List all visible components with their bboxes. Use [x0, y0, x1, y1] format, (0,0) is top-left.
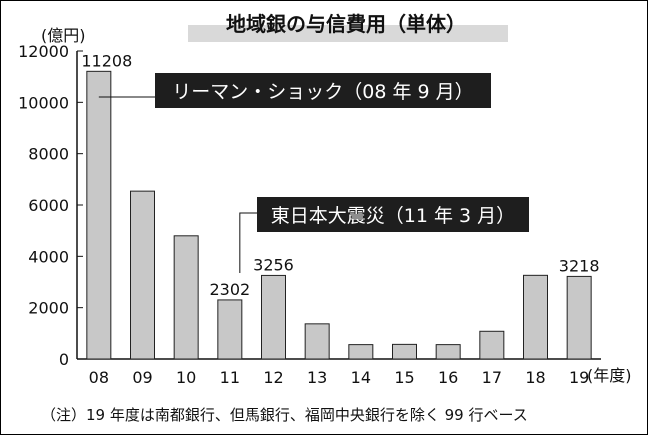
bar-13 [304, 323, 330, 360]
data-label: 11208 [81, 51, 132, 70]
bar-14 [348, 344, 374, 360]
data-label: 3218 [559, 256, 600, 275]
chart-title: 地域銀の与信費用（単体） [226, 12, 466, 36]
x-tick-label: 12 [263, 368, 283, 387]
title-band [188, 25, 508, 42]
bars [86, 70, 592, 360]
bar-15 [392, 343, 417, 360]
bar-18 [523, 274, 548, 360]
x-tick-label: 19 [569, 368, 589, 387]
callouts: リーマン・ショック（08 年 9 月） 東日本大震災（11 年 3 月） [98, 73, 529, 273]
x-tick-labels: 08 09 10 11 12 13 14 15 16 17 18 19 [89, 368, 590, 387]
footnote: （注）19 年度は南都銀行、但馬銀行、福岡中央銀行を除く 99 行ベース [41, 406, 528, 424]
data-label: 3256 [253, 255, 294, 274]
data-label: 2302 [209, 280, 250, 299]
callout-label-lehman: リーマン・ショック（08 年 9 月） [172, 81, 473, 103]
callout-box [257, 197, 529, 232]
y-tick-label: 10000 [18, 93, 69, 112]
x-tick-label: 18 [525, 368, 545, 387]
x-tick-label: 14 [351, 368, 371, 387]
callout-label-earthquake: 東日本大震災（11 年 3 月） [271, 205, 515, 227]
x-tick-label: 17 [482, 368, 502, 387]
bar-08 [86, 70, 112, 360]
y-tick-label: 12000 [18, 42, 69, 61]
callout-leader-line [239, 212, 257, 273]
bar-10 [173, 235, 199, 360]
y-tick-label: 2000 [28, 299, 69, 318]
x-tick-label: 09 [132, 368, 152, 387]
y-tick-label: 6000 [28, 196, 69, 215]
x-tick-label: 13 [307, 368, 327, 387]
bar-12 [261, 274, 286, 360]
y-unit-label: (億円) [41, 26, 86, 45]
x-tick-label: 16 [438, 368, 458, 387]
x-tick-label: 15 [394, 368, 414, 387]
x-tick-label: 08 [89, 368, 109, 387]
y-tick-label: 8000 [28, 145, 69, 164]
y-ticks: 0 2000 4000 6000 8000 10000 12000 [18, 42, 83, 369]
y-tick-label: 4000 [28, 247, 69, 266]
bar-11 [217, 299, 243, 360]
y-tick-label: 0 [59, 350, 69, 369]
bar-19 [566, 275, 592, 360]
x-tick-label: 10 [176, 368, 196, 387]
bar-17 [479, 330, 505, 360]
bar-16 [435, 344, 461, 360]
x-unit-label: (年度) [587, 366, 632, 385]
bar-09 [130, 190, 155, 360]
callout-box [155, 73, 491, 108]
x-tick-label: 11 [220, 368, 240, 387]
